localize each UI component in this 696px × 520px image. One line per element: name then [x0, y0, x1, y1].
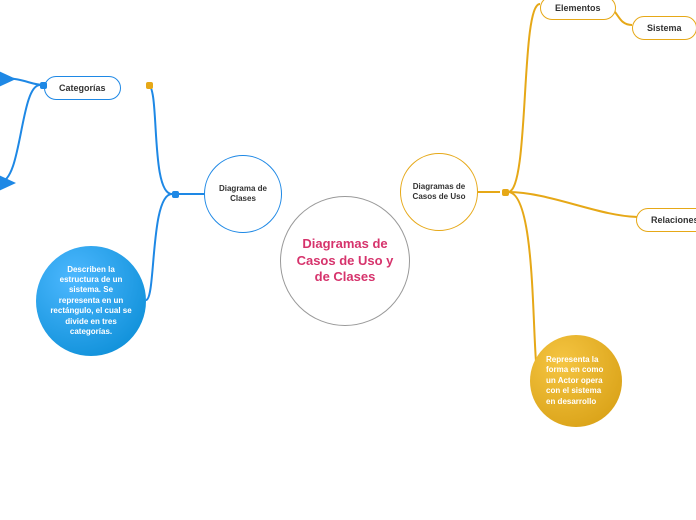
node-description-casos-uso-text: Representa la forma en como un Actor ope… [542, 351, 610, 411]
node-description-casos-uso[interactable]: Representa la forma en como un Actor ope… [530, 335, 622, 427]
node-categorias-label: Categorías [59, 83, 106, 93]
node-elementos-label: Elementos [555, 3, 601, 13]
node-description-clases-text: Describen la estructura de un sistema. S… [48, 265, 134, 338]
center-label: Diagramas de Casos de Uso y de Clases [281, 228, 409, 295]
node-categorias[interactable]: Categorías [44, 76, 121, 100]
node-description-clases[interactable]: Describen la estructura de un sistema. S… [36, 246, 146, 356]
node-casos-uso[interactable]: Diagramas de Casos de Uso [400, 153, 478, 231]
node-diagrama-clases[interactable]: Diagrama de Clases [204, 155, 282, 233]
node-relaciones-label: Relaciones [651, 215, 696, 225]
node-relaciones[interactable]: Relaciones [636, 208, 696, 232]
connector-dot [40, 82, 47, 89]
connector-dot [146, 82, 153, 89]
node-sistema[interactable]: Sistema [632, 16, 696, 40]
partial-shape-top [0, 68, 16, 90]
node-casos-uso-label: Diagramas de Casos de Uso [401, 182, 477, 201]
center-node[interactable]: Diagramas de Casos de Uso y de Clases [280, 196, 410, 326]
connector-dot [172, 191, 179, 198]
node-elementos[interactable]: Elementos [540, 0, 616, 20]
partial-shape-bottom [0, 172, 16, 194]
node-diagrama-clases-label: Diagrama de Clases [205, 184, 281, 203]
node-sistema-label: Sistema [647, 23, 682, 33]
connector-dot [502, 189, 509, 196]
